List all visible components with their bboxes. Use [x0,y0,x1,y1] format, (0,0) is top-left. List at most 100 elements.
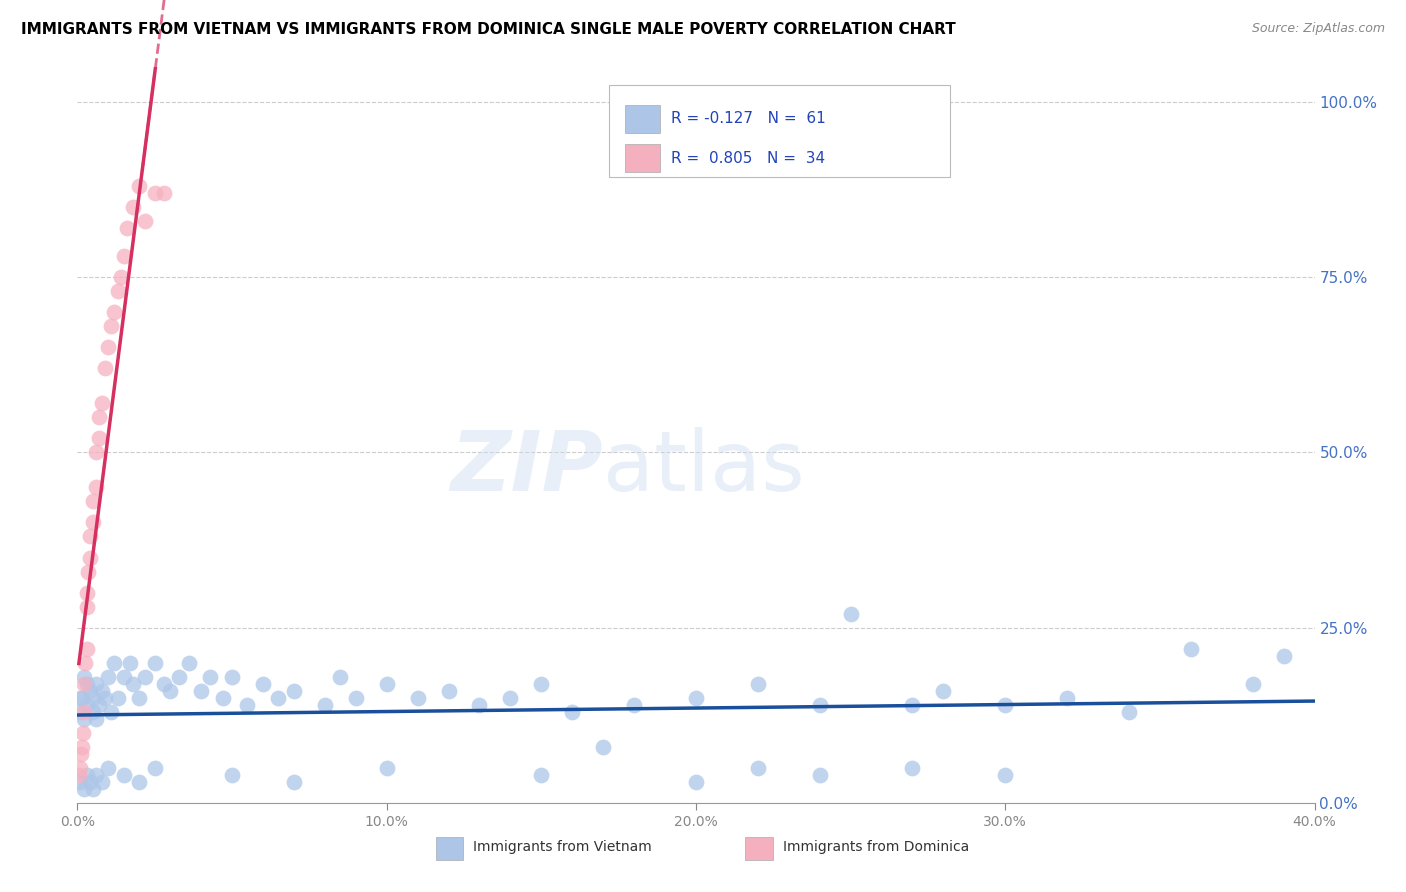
Point [97,670,120,684]
Text: R = -0.127   N =  61: R = -0.127 N = 61 [671,112,825,126]
Point [91,683,114,698]
Point [685,690,707,705]
Point [994,768,1017,782]
Point [994,698,1017,712]
Point [82,705,104,719]
Point [70,690,93,705]
Point [283,683,305,698]
Point [329,670,352,684]
Point [128,690,150,705]
Point [94,690,117,705]
Point [70,747,93,761]
Point [72,705,94,719]
Point [84,676,107,690]
Point [67,768,90,782]
Text: Immigrants from Vietnam: Immigrants from Vietnam [474,840,652,854]
Point [530,768,553,782]
Y-axis label: Single Male Poverty: Single Male Poverty [0,367,7,503]
Point [79,529,101,543]
Point [283,774,305,789]
Point [252,676,274,690]
Point [159,683,181,698]
Point [747,761,769,775]
Point [84,712,107,726]
Point [112,670,135,684]
Point [839,607,862,621]
Point [901,761,924,775]
Text: R =  0.805   N =  34: R = 0.805 N = 34 [671,151,825,166]
Point [69,705,91,719]
Point [112,768,135,782]
Point [406,690,429,705]
Text: atlas: atlas [603,427,804,508]
Point [267,690,290,705]
Point [76,585,98,599]
Point [75,656,96,670]
Point [79,683,101,698]
Point [499,690,522,705]
Text: IMMIGRANTS FROM VIETNAM VS IMMIGRANTS FROM DOMINICA SINGLE MALE POVERTY CORRELAT: IMMIGRANTS FROM VIETNAM VS IMMIGRANTS FR… [21,22,956,37]
FancyBboxPatch shape [745,837,773,860]
Point [685,774,707,789]
Point [118,656,141,670]
Point [468,698,491,712]
Point [82,690,104,705]
Point [375,676,398,690]
Point [1241,676,1264,690]
Point [76,599,98,614]
Point [103,305,125,319]
Point [84,445,107,459]
Point [530,676,553,690]
Point [69,774,91,789]
Point [122,200,145,214]
Point [808,698,831,712]
Point [91,396,114,410]
Point [76,676,98,690]
Point [375,761,398,775]
Point [169,670,191,684]
Point [211,690,233,705]
Point [97,340,120,354]
Point [1180,641,1202,656]
Point [143,656,166,670]
Point [72,725,94,739]
Point [70,739,93,754]
Point [200,670,222,684]
Point [69,761,91,775]
Point [561,705,583,719]
Point [128,179,150,194]
Point [134,214,156,228]
Point [1056,690,1078,705]
Point [79,550,101,565]
Text: Immigrants from Dominica: Immigrants from Dominica [783,840,969,854]
Point [82,516,104,530]
Point [72,781,94,796]
Point [69,690,91,705]
Point [236,698,259,712]
Point [808,768,831,782]
Point [112,249,135,263]
Text: Source: ZipAtlas.com: Source: ZipAtlas.com [1251,22,1385,36]
Point [177,656,200,670]
Point [79,774,101,789]
Point [87,431,110,445]
Point [314,698,336,712]
FancyBboxPatch shape [626,145,659,172]
Point [932,683,955,698]
Point [73,676,96,690]
Point [76,641,98,656]
Point [1272,648,1295,663]
Point [901,698,924,712]
Point [82,494,104,508]
Point [115,221,138,235]
Point [128,774,150,789]
Point [87,410,110,425]
Point [84,768,107,782]
Point [100,319,122,334]
Point [143,761,166,775]
Point [134,670,156,684]
Point [153,186,176,200]
Point [82,781,104,796]
Point [94,361,117,376]
FancyBboxPatch shape [436,837,464,860]
